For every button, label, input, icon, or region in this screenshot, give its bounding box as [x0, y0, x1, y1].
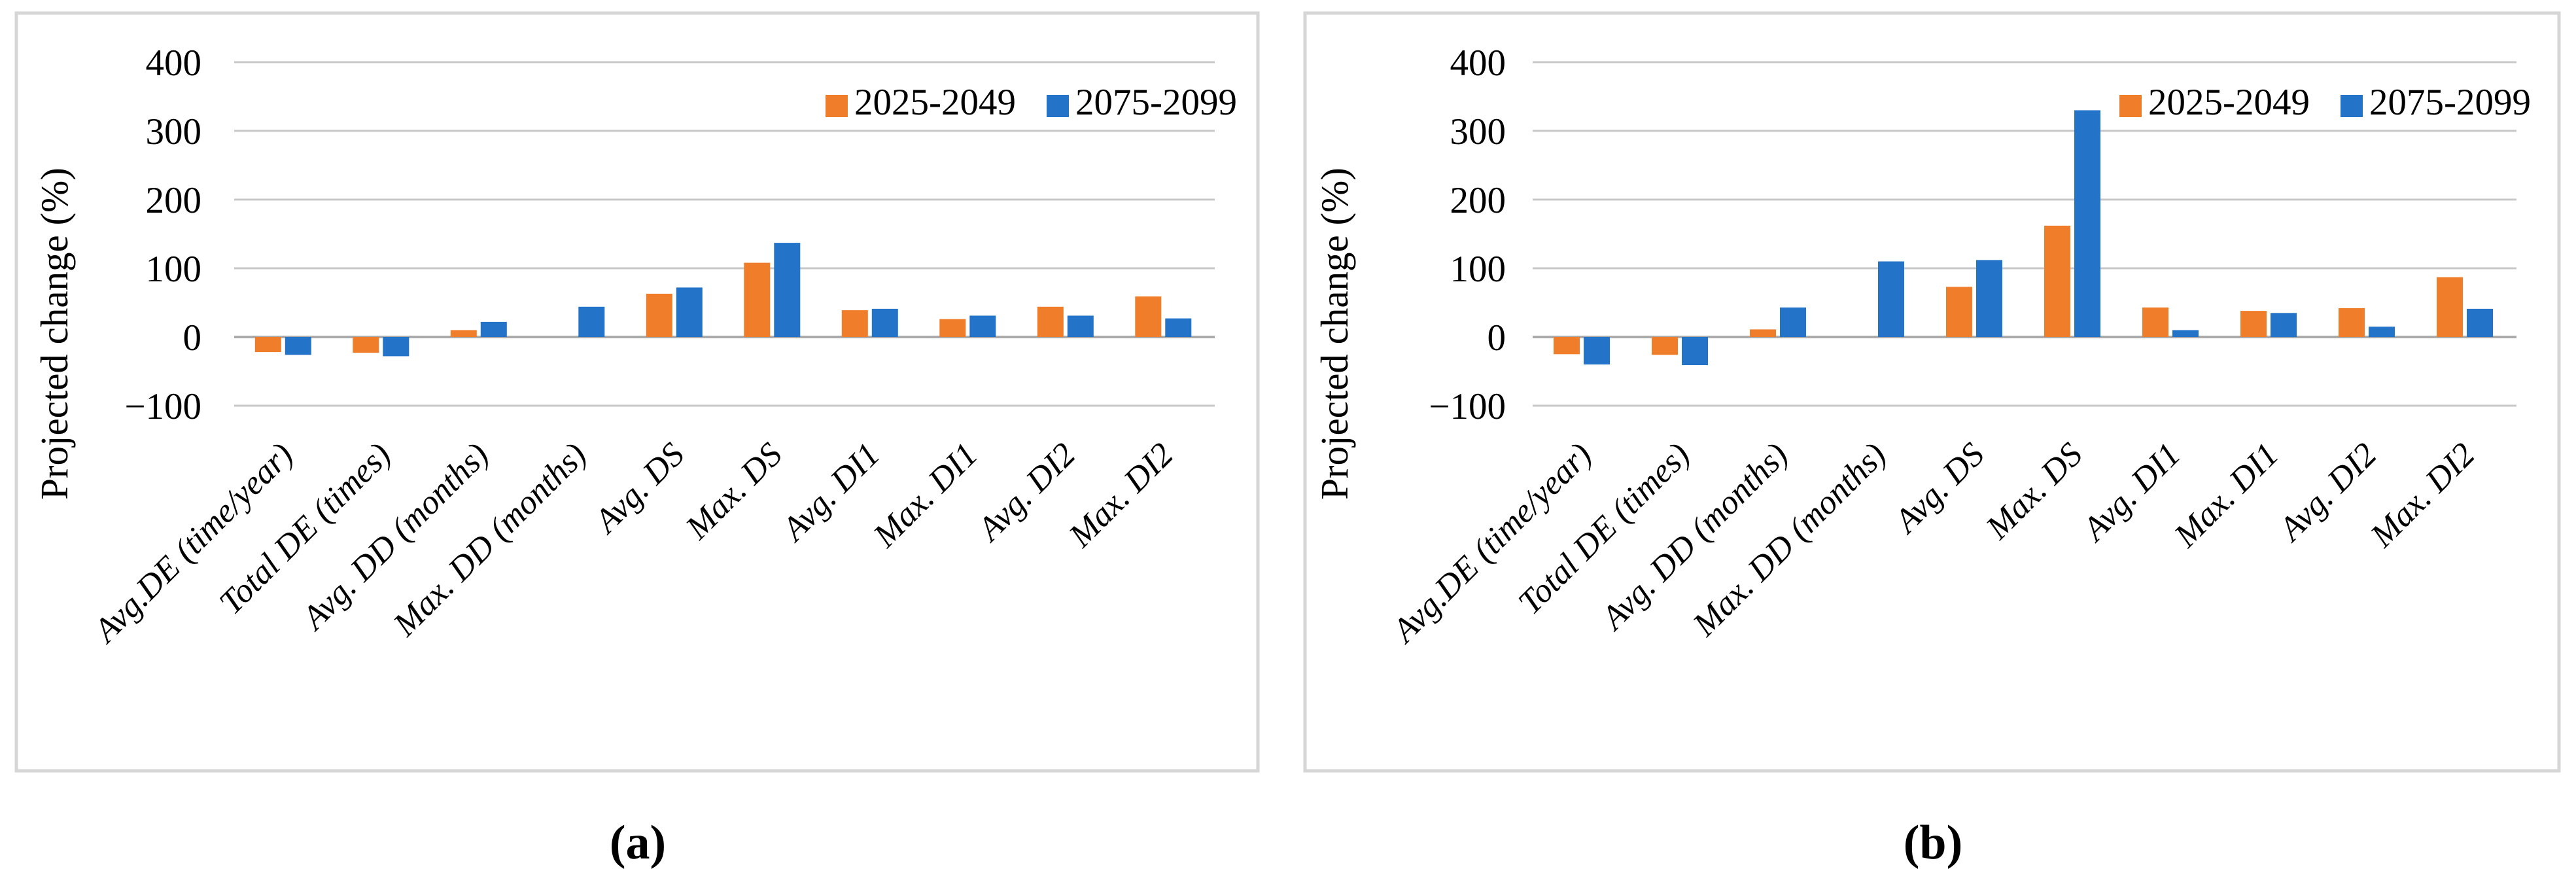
- y-tick-label: 0: [1488, 317, 1506, 359]
- bar-2025-2049-a: [450, 330, 477, 337]
- bar-2025-2049-a: [353, 337, 379, 353]
- y-tick-label: 100: [1450, 249, 1506, 290]
- bar-2025-2049-b: [1652, 337, 1678, 355]
- bar-2075-2099-a: [1067, 315, 1094, 337]
- bar-2025-2049-b: [1750, 329, 1776, 337]
- panel-border-a: [14, 11, 1260, 773]
- legend-label-2025-2049: 2025-2049: [854, 82, 1016, 123]
- bar-2025-2049-a: [646, 293, 672, 337]
- bar-2075-2099-b: [2467, 308, 2493, 337]
- bar-2075-2099-b: [1976, 260, 2002, 337]
- legend-swatch-2025-2049: [826, 95, 848, 117]
- panel-caption-b: (b): [1904, 816, 1962, 870]
- bar-2075-2099-b: [1584, 337, 1610, 364]
- legend-swatch-2075-2099: [2341, 95, 2363, 117]
- bar-2075-2099-a: [578, 306, 605, 337]
- bar-2075-2099-a: [383, 337, 409, 357]
- bar-2025-2049-a: [1037, 306, 1064, 337]
- y-axis-title: Projected change (%): [33, 168, 76, 500]
- bar-2075-2099-b: [1878, 261, 1904, 337]
- bar-2075-2099-b: [2271, 313, 2297, 338]
- y-tick-label: 400: [146, 43, 202, 84]
- panel-border-b: [1303, 11, 2561, 773]
- bar-2075-2099-b: [2369, 327, 2395, 338]
- bar-2075-2099-a: [676, 287, 703, 337]
- legend-swatch-2075-2099: [1047, 95, 1069, 117]
- y-tick-label: 100: [146, 249, 202, 290]
- legend-label-2075-2099: 2075-2099: [1075, 82, 1237, 123]
- bar-2025-2049-a: [1135, 296, 1162, 337]
- bar-2025-2049-a: [744, 262, 771, 337]
- bar-2025-2049-b: [2339, 308, 2365, 337]
- bar-2075-2099-b: [2172, 330, 2199, 337]
- bar-2075-2099-b: [1682, 337, 1708, 365]
- bar-2075-2099-a: [1165, 318, 1192, 337]
- bar-2025-2049-b: [1946, 287, 1972, 337]
- bar-2025-2049-b: [2437, 277, 2463, 337]
- bar-2025-2049-a: [254, 337, 281, 353]
- legend-label-2025-2049: 2025-2049: [2148, 82, 2310, 123]
- bar-2075-2099-b: [2074, 110, 2100, 337]
- panel-caption-a: (a): [610, 816, 666, 870]
- y-tick-label: 400: [1450, 43, 1506, 84]
- y-tick-label: 200: [1450, 180, 1506, 221]
- bar-2075-2099-b: [1780, 307, 1806, 337]
- y-tick-label: 200: [146, 180, 202, 221]
- y-axis-title: Projected change (%): [1313, 168, 1356, 500]
- y-tick-label: 300: [1450, 111, 1506, 152]
- legend-swatch-2025-2049: [2119, 95, 2142, 117]
- bar-2025-2049-a: [841, 310, 868, 337]
- bar-2025-2049-b: [1554, 337, 1580, 355]
- bar-2025-2049-a: [939, 319, 966, 337]
- y-tick-label: −100: [124, 386, 201, 427]
- bar-2075-2099-a: [480, 321, 507, 337]
- bar-2025-2049-b: [2142, 307, 2168, 337]
- bar-2075-2099-a: [285, 337, 311, 355]
- bar-2075-2099-a: [871, 308, 898, 337]
- y-tick-label: 0: [183, 317, 202, 359]
- bar-2025-2049-b: [2240, 311, 2267, 337]
- bar-2025-2049-b: [2044, 225, 2070, 337]
- bar-2075-2099-a: [969, 315, 996, 337]
- legend-label-2075-2099: 2075-2099: [2369, 82, 2531, 123]
- bar-2075-2099-a: [774, 243, 801, 337]
- y-tick-label: 300: [146, 111, 202, 152]
- y-tick-label: −100: [1429, 386, 1506, 427]
